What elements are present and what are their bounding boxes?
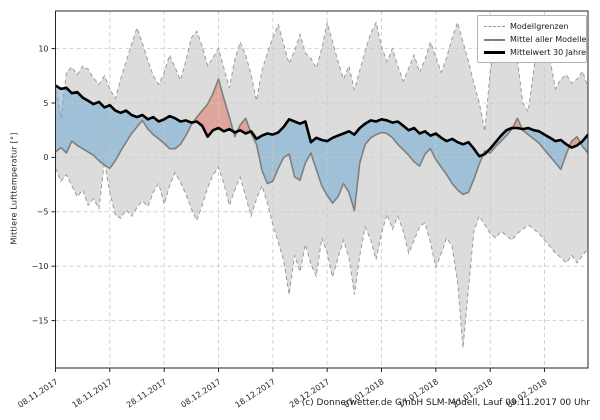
black-line-icon (484, 51, 505, 54)
gray-line-icon (484, 38, 505, 41)
data-lines (55, 17, 588, 348)
legend-label-modellgrenzen: Modellgrenzen (510, 22, 569, 31)
cold-anomaly-area (580, 134, 588, 153)
y-tick-label: −5 (37, 208, 49, 217)
cold-anomaly-area (55, 85, 194, 169)
plot-border (55, 10, 589, 369)
y-tick-label: 0 (43, 153, 48, 162)
legend-item-mittel-aller-modelle: Mittel aller Modelle (484, 33, 586, 46)
x-tick-label: 18.12.2017 (234, 377, 277, 409)
cold-anomaly-area (250, 119, 484, 211)
legend-item-modellgrenzen: Modellgrenzen (484, 20, 580, 33)
dashed-line-icon (484, 26, 505, 27)
footer-credit: (c) Donnerwetter.de GmbH SLM-Modell, Lau… (301, 398, 590, 408)
y-tick-label: 10 (38, 44, 48, 53)
warm-anomaly-area (512, 118, 523, 129)
model-mean-line (55, 78, 588, 212)
warm-anomaly-area (193, 79, 234, 137)
x-tick-label: 18.11.2017 (71, 377, 114, 409)
y-tick-label: −15 (32, 316, 49, 325)
legend: Modellgrenzen Mittel aller Modelle Mitte… (477, 15, 587, 63)
y-tick-label: −10 (32, 262, 49, 271)
x-tick-label: 08.11.2017 (16, 377, 59, 409)
fill-areas (55, 18, 588, 348)
legend-item-mittelwert-30-jahre: Mittelwert 30 Jahre (484, 46, 586, 59)
y-tick-label: 5 (43, 99, 48, 108)
axes (51, 10, 589, 372)
climate-mean-line (55, 84, 588, 158)
y-axis-label: Mittlere Lufttemperatur [°] (9, 132, 19, 245)
x-tick-label: 08.12.2017 (179, 377, 222, 409)
legend-label-mittelwert-30-jahre: Mittelwert 30 Jahre (510, 48, 587, 57)
x-tick-label: 28.11.2017 (125, 377, 168, 409)
legend-label-mittel-aller-modelle: Mittel aller Modelle (510, 35, 587, 44)
lower-model-boundary-line (55, 161, 588, 348)
